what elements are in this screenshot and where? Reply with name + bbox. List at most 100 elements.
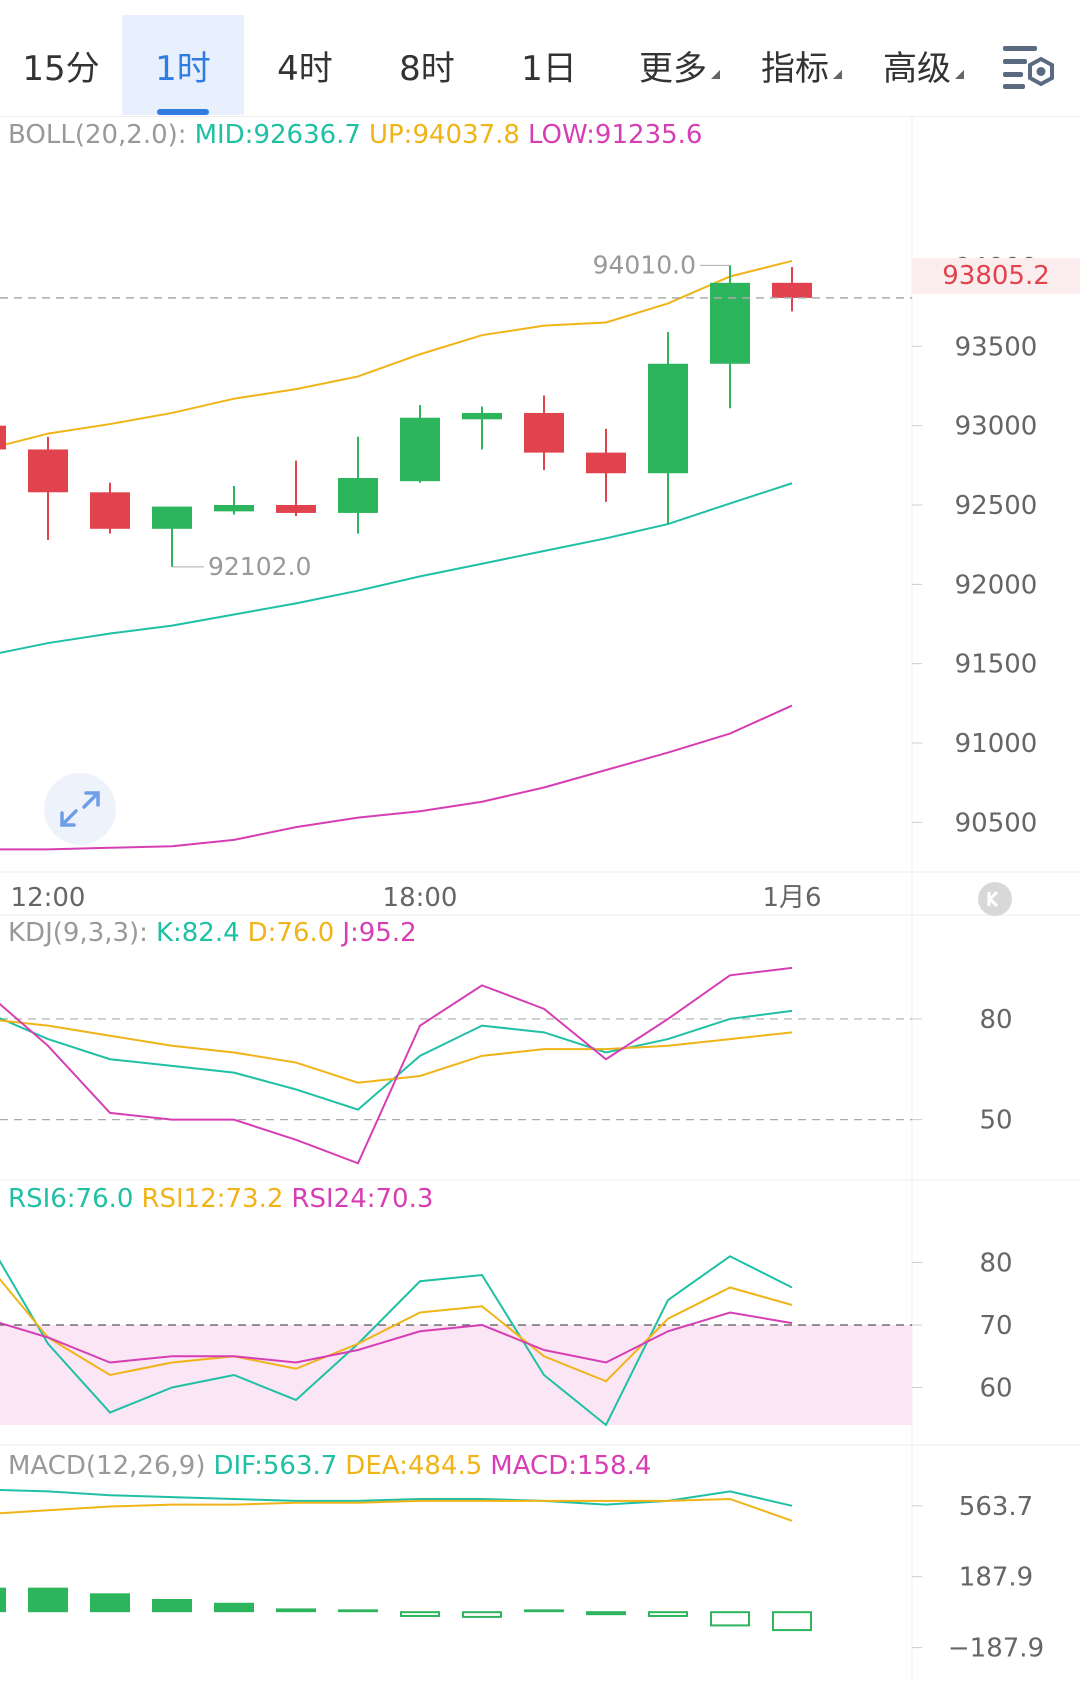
- kdj-d: D:76.0: [247, 918, 335, 948]
- kdj-name: KDJ(9,3,3):: [8, 918, 148, 948]
- candle-body: [400, 417, 440, 482]
- tab-advanced[interactable]: 高级: [856, 15, 978, 115]
- boll-mid-line: [0, 482, 793, 654]
- rsi-axis-label: 70: [979, 1311, 1012, 1341]
- candle-body: [28, 449, 68, 493]
- tab-indicators[interactable]: 指标: [734, 15, 856, 115]
- rsi-axis-label: 60: [979, 1374, 1012, 1404]
- boll-up-line: [0, 259, 793, 447]
- macd-dif-line: [0, 1488, 793, 1507]
- macd-histogram-bar: [524, 1609, 564, 1613]
- macd-histogram-bar: [586, 1611, 626, 1616]
- candle-body: [710, 282, 750, 364]
- boll-low-line: [0, 704, 793, 851]
- candle-body: [524, 412, 564, 453]
- candle-body: [214, 505, 254, 512]
- macd-histogram-bar: [152, 1598, 192, 1613]
- boll-legend: BOLL(20,2.0): MID:92636.7 UP:94037.8 LOW:91…: [8, 120, 710, 150]
- kdj-d-line: [0, 1019, 793, 1084]
- kdj-axis-label: 80: [979, 1005, 1012, 1035]
- price-axis-label: 93500: [955, 332, 1038, 362]
- tab-label: 指标: [761, 48, 829, 89]
- rsi24: RSI24:70.3: [291, 1184, 434, 1214]
- price-axis-label: 92500: [955, 491, 1038, 521]
- chart-settings-icon[interactable]: [1000, 42, 1056, 94]
- macd-histogram-bar: [710, 1611, 750, 1627]
- tab-label: 8时: [399, 48, 455, 89]
- macd-histogram-bar: [772, 1611, 812, 1632]
- candle-body: [276, 505, 316, 513]
- kdj-k-line: [0, 1009, 793, 1111]
- tab-1d[interactable]: 1日: [488, 15, 610, 115]
- tab-4h[interactable]: 4时: [244, 15, 366, 115]
- active-tab-indicator: [157, 109, 209, 115]
- tab-label: 1日: [521, 48, 577, 89]
- high-price-label: 94010.0: [593, 250, 696, 279]
- rsi-rsi6-line: [0, 1255, 793, 1427]
- kdj-legend: KDJ(9,3,3): K:82.4 D:76.0 J:95.2: [8, 918, 425, 948]
- macd-value: MACD:158.4: [490, 1451, 652, 1481]
- current-price-tag: 93805.2: [912, 258, 1080, 294]
- tab-label: 高级: [883, 48, 951, 89]
- price-axis-label: 93000: [955, 412, 1038, 442]
- scroll-to-latest-icon[interactable]: [978, 882, 1012, 916]
- rsi-rsi12-line: [0, 1277, 793, 1383]
- rsi6: RSI6:76.0: [8, 1184, 134, 1214]
- expand-icon[interactable]: [44, 773, 116, 845]
- candle-body: [338, 478, 378, 513]
- macd-histogram-bar: [28, 1587, 68, 1613]
- candle-body: [152, 506, 192, 529]
- boll-name: BOLL(20,2.0):: [8, 120, 187, 150]
- macd-legend: MACD(12,26,9) DIF:563.7 DEA:484.5 MACD:158.…: [8, 1451, 659, 1481]
- price-axis-label: 90500: [955, 808, 1038, 838]
- macd-histogram-bar: [338, 1609, 378, 1613]
- tab-label: 4时: [277, 48, 333, 89]
- candle-body: [586, 452, 626, 474]
- price-axis-label: 92000: [955, 570, 1038, 600]
- candle-body: [648, 363, 688, 474]
- tab-15m[interactable]: 15分: [0, 15, 122, 115]
- macd-histogram-bar: [0, 1587, 6, 1613]
- tab-label: 更多: [639, 48, 707, 89]
- rsi12: RSI12:73.2: [141, 1184, 284, 1214]
- time-axis-label: 12:00: [11, 883, 86, 913]
- low-price-label: 92102.0: [208, 552, 311, 581]
- macd-histogram-bar: [648, 1611, 688, 1617]
- macd-histogram-bar: [276, 1608, 316, 1613]
- macd-axis-label: −187.9: [948, 1634, 1044, 1664]
- timeframe-tabs: 15分 1时 4时 8时 1日 更多 指标 高级: [0, 0, 1080, 117]
- tab-label: 1时: [155, 48, 211, 89]
- rsi-zone-band: [0, 1325, 912, 1425]
- macd-dif: DIF:563.7: [213, 1451, 338, 1481]
- tab-8h[interactable]: 8时: [366, 15, 488, 115]
- rsi-axis-label: 80: [979, 1249, 1012, 1279]
- boll-low: LOW:91235.6: [527, 120, 703, 150]
- tab-label: 15分: [22, 48, 100, 89]
- candle-body: [90, 492, 130, 529]
- macd-histogram-bar: [462, 1611, 502, 1618]
- macd-histogram-bar: [400, 1611, 440, 1617]
- macd-name: MACD(12,26,9): [8, 1451, 206, 1481]
- macd-dea: DEA:484.5: [345, 1451, 483, 1481]
- rsi-rsi24-line: [0, 1311, 793, 1364]
- boll-up: UP:94037.8: [368, 120, 520, 150]
- boll-mid: MID:92636.7: [194, 120, 361, 150]
- dropdown-icon: [833, 70, 842, 79]
- kdj-j-line: [0, 966, 793, 1165]
- price-axis-label: 91000: [955, 729, 1038, 759]
- tab-1h[interactable]: 1时: [122, 15, 244, 115]
- candle-body: [0, 425, 6, 450]
- candle-body: [462, 412, 502, 420]
- macd-axis-label: 563.7: [959, 1492, 1033, 1522]
- kdj-axis-label: 50: [979, 1106, 1012, 1136]
- macd-dea-line: [0, 1497, 793, 1522]
- rsi-legend: RSI6:76.0 RSI12:73.2 RSI24:70.3: [8, 1184, 441, 1214]
- macd-histogram-bar: [90, 1593, 130, 1613]
- dropdown-icon: [955, 70, 964, 79]
- macd-histogram-bar: [214, 1602, 254, 1613]
- time-axis-label: 1月6: [762, 883, 821, 913]
- macd-axis-label: 187.9: [959, 1563, 1033, 1593]
- tab-more[interactable]: 更多: [612, 15, 734, 115]
- time-axis-label: 18:00: [383, 883, 458, 913]
